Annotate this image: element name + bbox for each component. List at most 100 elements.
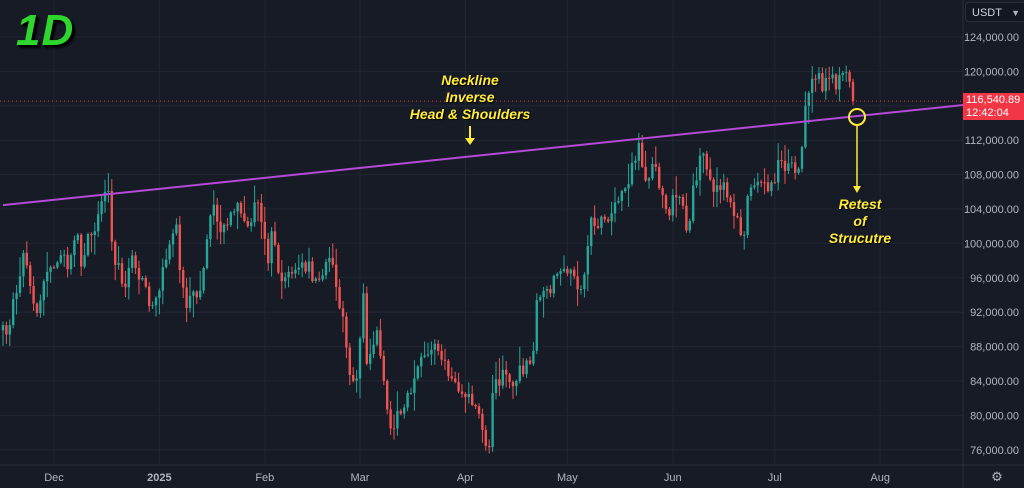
chevron-down-icon: ▼ xyxy=(1011,8,1020,18)
candle-down xyxy=(681,196,685,206)
candle-down xyxy=(280,272,283,282)
candle-up xyxy=(375,330,379,345)
candle-down xyxy=(828,77,831,79)
candle-down xyxy=(477,406,481,414)
candle-down xyxy=(566,268,569,274)
candle-down xyxy=(661,188,664,196)
candle-up xyxy=(467,393,470,398)
y-tick-label: 108,000.00 xyxy=(964,170,1019,182)
settings-gear-icon[interactable]: ⚙ xyxy=(991,469,1003,484)
candle-down xyxy=(685,205,688,231)
candle-up xyxy=(362,293,365,339)
candle-down xyxy=(318,278,321,280)
candle-up xyxy=(15,292,18,300)
candle-down xyxy=(5,325,8,335)
candle-up xyxy=(358,338,362,379)
candle-down xyxy=(522,365,525,375)
candle-up xyxy=(406,393,409,408)
candle-down xyxy=(457,381,460,392)
candle-up xyxy=(270,231,273,264)
candle-up xyxy=(56,262,59,268)
candle-up xyxy=(617,201,620,203)
candle-up xyxy=(583,274,586,289)
candle-up xyxy=(413,378,416,394)
candle-up xyxy=(369,354,372,364)
x-tick-label: Apr xyxy=(457,472,474,484)
candle-up xyxy=(525,360,528,375)
candle-down xyxy=(290,272,294,274)
candle-up xyxy=(743,234,746,236)
candle-down xyxy=(675,195,678,198)
candle-up xyxy=(817,73,821,80)
candle-down xyxy=(195,291,198,298)
candle-up xyxy=(161,267,164,291)
candle-up xyxy=(22,252,25,277)
candle-up xyxy=(117,263,120,265)
candle-down xyxy=(607,219,610,222)
candle-up xyxy=(158,290,161,298)
candle-down xyxy=(216,204,219,222)
candle-up xyxy=(671,195,674,216)
y-tick-label: 88,000.00 xyxy=(970,342,1019,354)
candle-down xyxy=(277,244,280,273)
candle-up xyxy=(301,262,304,268)
candle-up xyxy=(831,74,834,79)
candle-up xyxy=(324,262,328,276)
candle-up xyxy=(416,366,419,379)
candle-down xyxy=(341,308,345,317)
candle-down xyxy=(664,195,668,209)
candle-up xyxy=(192,291,195,296)
candle-up xyxy=(630,162,634,185)
candle-down xyxy=(783,160,787,171)
candle-down xyxy=(460,391,464,394)
candle-down xyxy=(654,163,657,167)
candle-down xyxy=(576,276,579,290)
x-tick-label: Jun xyxy=(664,472,682,484)
candle-down xyxy=(386,380,389,410)
y-tick-label: 104,000.00 xyxy=(964,204,1019,216)
candle-up xyxy=(627,184,630,189)
currency-selector[interactable]: USDT ▼ xyxy=(965,2,1024,22)
arrow-down-icon xyxy=(465,138,475,145)
candle-down xyxy=(185,287,188,308)
candle-up xyxy=(423,355,426,357)
candle-up xyxy=(83,255,86,267)
annotation-line: Head & Shoulders xyxy=(409,106,531,122)
candle-down xyxy=(345,316,348,348)
candle-down xyxy=(256,202,260,204)
candle-up xyxy=(433,343,436,350)
candle-up xyxy=(8,325,11,335)
annotation-line: Neckline xyxy=(441,72,499,88)
candle-down xyxy=(780,160,783,162)
candle-up xyxy=(253,202,256,223)
candle-up xyxy=(233,211,236,213)
candle-down xyxy=(52,267,56,269)
y-tick-label: 124,000.00 xyxy=(964,32,1019,44)
candle-down xyxy=(508,374,511,382)
candle-down xyxy=(658,166,661,189)
candle-up xyxy=(76,234,79,241)
candle-down xyxy=(267,238,270,264)
candle-down xyxy=(66,254,69,270)
candle-up xyxy=(562,268,566,272)
x-tick-label: Jul xyxy=(768,472,782,484)
candle-down xyxy=(766,182,770,192)
candle-up xyxy=(722,182,725,190)
candle-up xyxy=(73,240,76,256)
candle-up xyxy=(100,201,103,215)
y-tick-label: 112,000.00 xyxy=(965,135,1019,147)
candle-up xyxy=(695,180,698,186)
candle-down xyxy=(454,378,457,382)
last-price-value: 116,540.89 xyxy=(966,94,1021,106)
candle-down xyxy=(246,221,249,227)
candle-up xyxy=(426,354,430,356)
candle-down xyxy=(596,226,600,228)
candle-up xyxy=(651,163,654,179)
candle-up xyxy=(42,281,45,301)
candle-up xyxy=(63,254,66,256)
x-tick-label: Aug xyxy=(870,472,890,484)
candle-down xyxy=(437,343,440,351)
candle-down xyxy=(80,234,83,267)
candle-up xyxy=(838,75,841,90)
